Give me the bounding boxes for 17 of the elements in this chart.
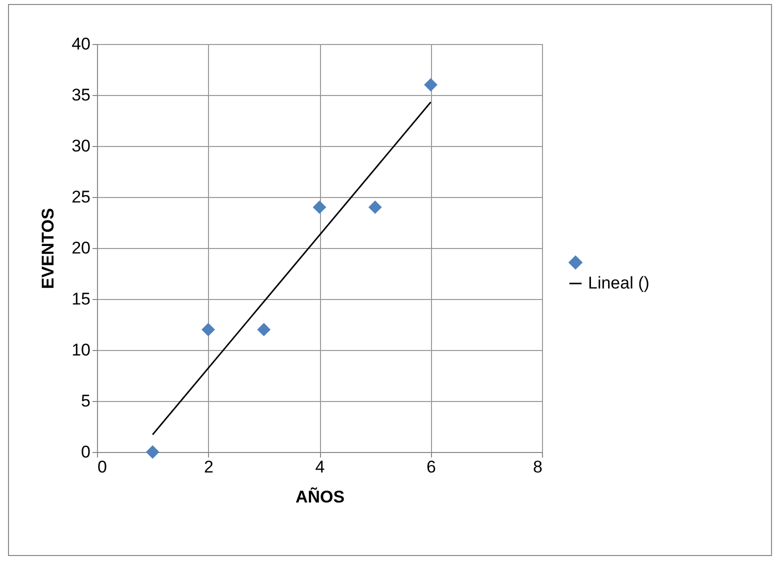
x-tick-label: 8 xyxy=(533,458,542,476)
x-tick-label: 0 xyxy=(98,458,107,476)
y-tick-label: 10 xyxy=(72,340,90,360)
y-tick-label: 25 xyxy=(72,188,90,206)
x-axis-title: AÑOS xyxy=(295,486,345,506)
y-axis-title: EVENTOS xyxy=(38,208,58,289)
y-tick-label: 30 xyxy=(72,136,90,156)
y-tick-label: 20 xyxy=(72,238,90,258)
x-tick-label: 4 xyxy=(315,458,325,476)
x-tick-label: 6 xyxy=(426,458,436,476)
x-tick-label: 2 xyxy=(204,458,214,476)
legend-label: Lineal () xyxy=(588,274,650,292)
y-tick-label: 15 xyxy=(72,290,90,308)
y-tick-label: 5 xyxy=(81,392,90,410)
y-tick-label: 40 xyxy=(72,34,90,54)
y-tick-label: 35 xyxy=(72,86,90,104)
y-tick-label: 0 xyxy=(81,442,90,462)
